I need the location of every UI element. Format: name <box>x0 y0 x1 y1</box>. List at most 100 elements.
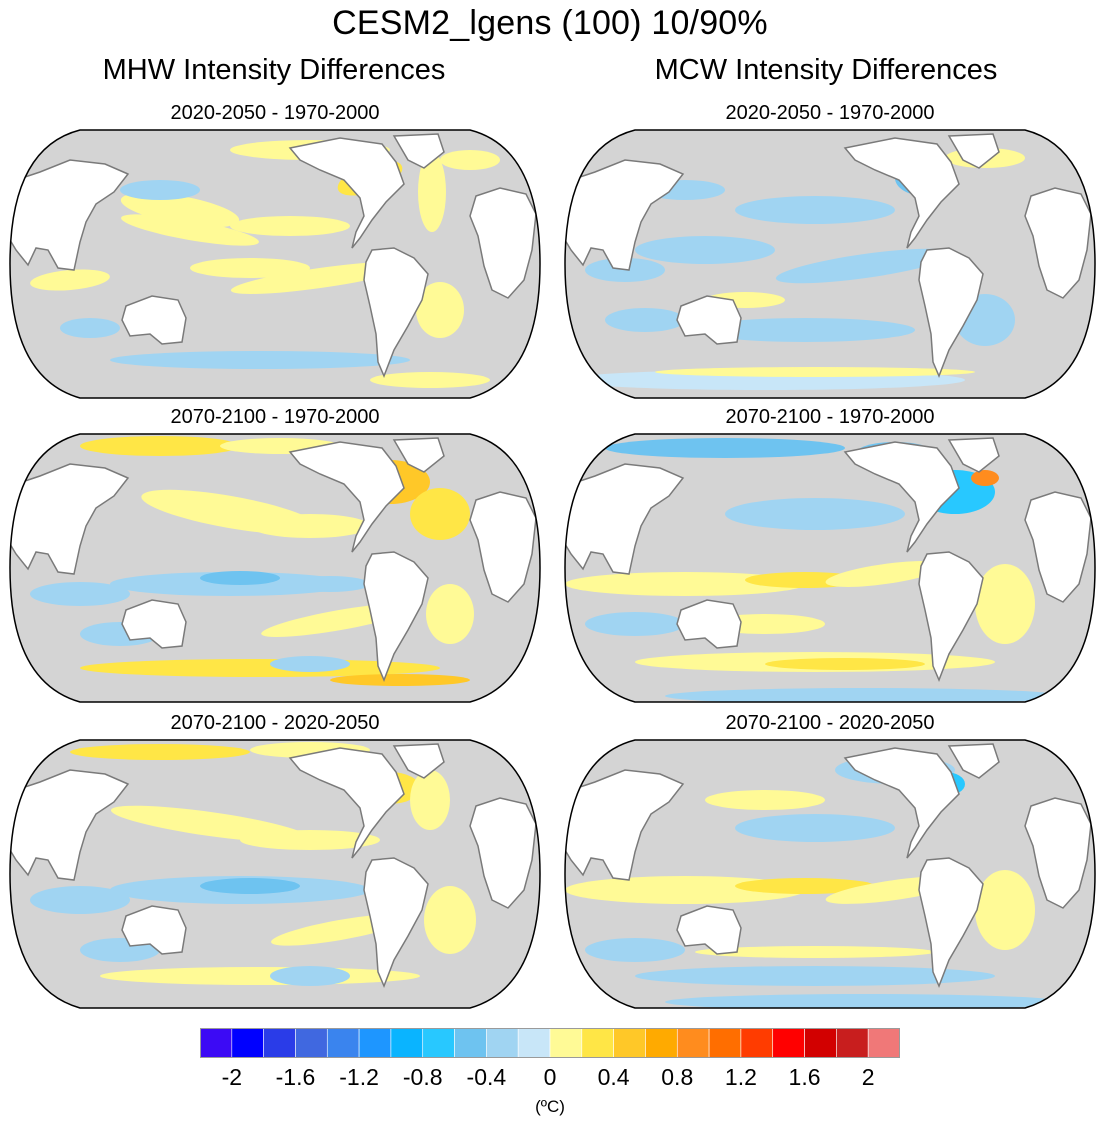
anomaly-patch <box>725 498 905 530</box>
panel-title: 2070-2100 - 1970-2000 <box>725 406 935 428</box>
anomaly-patch <box>426 584 474 644</box>
land-eurasia <box>10 159 130 271</box>
land-samerica <box>363 857 429 988</box>
anomaly-patch <box>605 438 845 458</box>
map-panel <box>564 739 1096 1009</box>
land-africa <box>469 797 537 909</box>
colorbar-frame <box>200 1028 900 1058</box>
colorbar-tick-label: 0.4 <box>597 1064 630 1090</box>
map-panel <box>9 739 541 1009</box>
anomaly-patch <box>665 994 1065 1008</box>
land-samerica <box>918 857 984 988</box>
colorbar-swatch <box>804 1028 837 1059</box>
anomaly-patch <box>825 561 945 587</box>
colorbar-swatch <box>867 1028 900 1059</box>
panel-title: 2070-2100 - 1970-2000 <box>170 406 380 428</box>
anomaly-patch <box>418 152 446 232</box>
colorbar-swatch <box>486 1028 519 1059</box>
colorbar-tick-label: -2 <box>221 1064 243 1090</box>
column-title-mhw: MHW Intensity Differences <box>102 54 446 86</box>
anomaly-patch <box>765 658 925 670</box>
anomaly-patch <box>410 488 470 540</box>
land-africa <box>1024 187 1092 299</box>
land-greenland <box>392 743 445 779</box>
figure-title: CESM2_lgens (100) 10/90% <box>332 4 768 42</box>
land-africa <box>469 187 537 299</box>
land-eurasia <box>10 463 130 575</box>
land-samerica <box>363 247 429 378</box>
anomaly-patch <box>655 367 975 377</box>
anomaly-patch <box>80 436 240 456</box>
map-panel <box>9 433 541 703</box>
colorbar-swatch <box>358 1028 392 1059</box>
colorbar-tick-label: 0 <box>543 1064 557 1090</box>
anomaly-patch <box>440 150 500 170</box>
anomaly-patch <box>200 878 300 894</box>
anomaly-patch <box>110 351 410 369</box>
colorbar-swatch <box>708 1028 742 1059</box>
land-eurasia <box>565 463 685 575</box>
colorbar-swatch <box>200 1028 233 1059</box>
colorbar-tick-label: -1.6 <box>275 1064 316 1090</box>
anomaly-patch <box>735 878 875 894</box>
anomaly-patch <box>30 269 110 291</box>
anomaly-patch <box>424 886 476 954</box>
colorbar-tick-label: 0.8 <box>661 1064 694 1090</box>
colorbar-swatch <box>454 1028 487 1059</box>
land-africa <box>469 491 537 603</box>
anomaly-patch <box>230 216 350 236</box>
colorbar-swatch <box>390 1028 424 1059</box>
land-greenland <box>392 437 445 473</box>
land-samerica <box>918 247 984 378</box>
land-greenland <box>947 437 1000 473</box>
colorbar-swatch <box>263 1028 296 1059</box>
colorbar-tick-label: 1.6 <box>788 1064 821 1090</box>
colorbar-swatch <box>295 1028 328 1059</box>
land-eurasia <box>565 769 685 881</box>
map-border <box>9 739 541 1009</box>
colorbar-tick-label: -0.8 <box>402 1064 443 1090</box>
anomaly-patch <box>665 688 1065 702</box>
land-australia <box>676 295 742 345</box>
anomaly-patch <box>370 372 490 388</box>
anomaly-patch <box>200 571 280 585</box>
panel-title: 2020-2050 - 1970-2000 <box>725 102 935 124</box>
land-greenland <box>392 133 445 169</box>
land-australia <box>676 599 742 649</box>
anomaly-patch <box>120 192 240 228</box>
map-border <box>564 129 1096 399</box>
colorbar <box>200 1028 900 1059</box>
anomaly-patch <box>30 886 130 914</box>
land-greenland <box>947 743 1000 779</box>
anomaly-patch <box>190 258 310 278</box>
anomaly-patch <box>120 180 200 200</box>
land-greenland <box>947 133 1000 169</box>
land-eurasia <box>10 769 130 881</box>
colorbar-units: (ºC) <box>535 1097 565 1116</box>
land-namerica <box>843 137 960 249</box>
anomaly-patch <box>605 308 685 332</box>
colorbar-swatch <box>517 1028 551 1059</box>
map-panel <box>564 433 1096 703</box>
colorbar-swatch <box>581 1028 614 1059</box>
anomaly-patch <box>250 514 370 538</box>
anomaly-patch <box>240 830 380 850</box>
colorbar-swatch <box>836 1028 869 1059</box>
map-panel <box>9 129 541 399</box>
land-australia <box>676 905 742 955</box>
panel-title: 2020-2050 - 1970-2000 <box>170 102 380 124</box>
anomaly-patch <box>975 870 1035 950</box>
panel-title: 2070-2100 - 2020-2050 <box>170 712 380 734</box>
anomaly-patch <box>585 612 685 636</box>
anomaly-patch <box>270 966 350 986</box>
colorbar-swatch <box>645 1028 678 1059</box>
anomaly-patch <box>635 236 775 264</box>
land-namerica <box>288 441 405 553</box>
anomaly-patch <box>416 282 464 338</box>
anomaly-patch <box>971 470 999 486</box>
land-eurasia <box>565 159 685 271</box>
colorbar-tick-label: -0.4 <box>466 1064 507 1090</box>
column-title-mcw: MCW Intensity Differences <box>654 54 998 86</box>
colorbar-tick-label: -1.2 <box>339 1064 379 1090</box>
map-panel <box>564 129 1096 399</box>
